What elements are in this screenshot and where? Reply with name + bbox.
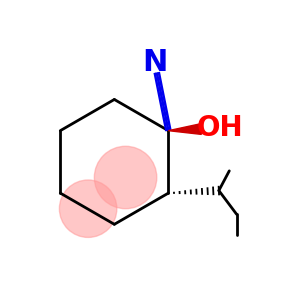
Circle shape bbox=[94, 146, 157, 209]
Polygon shape bbox=[168, 124, 201, 134]
Text: N: N bbox=[142, 48, 167, 77]
Circle shape bbox=[59, 180, 117, 237]
Text: OH: OH bbox=[197, 114, 244, 142]
